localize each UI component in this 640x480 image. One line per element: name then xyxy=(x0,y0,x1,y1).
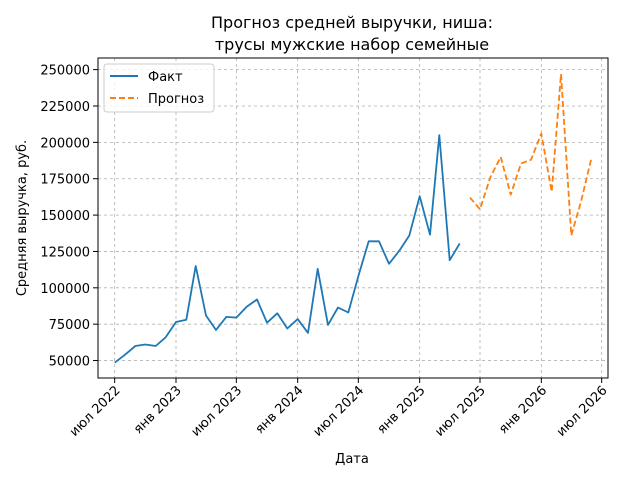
data-point xyxy=(438,134,440,136)
data-point xyxy=(449,259,451,261)
data-point xyxy=(114,362,116,364)
y-tick-label: 75000 xyxy=(49,318,90,333)
data-point xyxy=(357,275,359,277)
data-point xyxy=(570,234,572,236)
legend: Факт Прогноз xyxy=(103,63,215,113)
plot-frame xyxy=(97,57,609,379)
data-point xyxy=(317,268,319,270)
legend-label-fact: Факт xyxy=(148,70,183,85)
legend-label-forecast: Прогноз xyxy=(148,92,204,107)
chart-title-line-1: Прогноз средней выручки, ниша: xyxy=(211,13,493,32)
x-tick-label: июл 2025 xyxy=(432,383,489,440)
data-point xyxy=(530,159,532,161)
x-tick-label: янв 2024 xyxy=(253,383,307,437)
data-point xyxy=(286,328,288,330)
data-point xyxy=(144,344,146,346)
x-tick-label: июл 2023 xyxy=(189,383,246,440)
data-point xyxy=(591,156,593,158)
data-point xyxy=(429,234,431,236)
data-point xyxy=(408,234,410,236)
x-tick-label: янв 2026 xyxy=(496,383,550,437)
y-tick-label: 250000 xyxy=(40,64,90,79)
data-point xyxy=(479,208,481,210)
data-point xyxy=(580,200,582,202)
y-tick-label: 50000 xyxy=(49,355,90,370)
data-point xyxy=(225,316,227,318)
series-forecast xyxy=(469,73,593,237)
x-axis: июл 2022 янв 2023 июл 2023 янв 2024 июл 2024… xyxy=(67,378,611,440)
data-point xyxy=(124,354,126,356)
series-layer xyxy=(114,73,593,364)
chart-title-line-2: трусы мужские набор семейные xyxy=(215,35,489,54)
data-point xyxy=(510,194,512,196)
y-tick-label: 150000 xyxy=(40,209,90,224)
data-point xyxy=(297,318,299,320)
data-point xyxy=(520,162,522,164)
data-point xyxy=(307,332,309,334)
data-point xyxy=(327,324,329,326)
y-axis: 50000 75000 100000 125000 150000 175000 200000… xyxy=(40,64,98,370)
data-point xyxy=(266,322,268,324)
y-axis-label: Средняя выручка, руб. xyxy=(15,140,30,296)
data-point xyxy=(337,306,339,308)
data-point xyxy=(215,329,217,331)
data-point xyxy=(256,298,258,300)
x-tick-label: июл 2024 xyxy=(311,383,368,440)
series-line xyxy=(469,73,593,237)
data-point xyxy=(378,240,380,242)
data-point xyxy=(419,195,421,197)
data-point xyxy=(368,240,370,242)
y-tick-label: 100000 xyxy=(40,282,90,297)
data-point xyxy=(347,312,349,314)
data-point xyxy=(235,317,237,319)
y-tick-label: 175000 xyxy=(40,173,90,188)
chart-title: Прогноз средней выручки, ниша: трусы муж… xyxy=(211,13,493,54)
data-point xyxy=(459,242,461,244)
data-point xyxy=(195,265,197,267)
data-point xyxy=(398,250,400,252)
data-point xyxy=(469,197,471,199)
data-point xyxy=(551,191,553,193)
data-point xyxy=(540,133,542,135)
data-point xyxy=(155,345,157,347)
x-tick-label: июл 2022 xyxy=(67,383,124,440)
x-tick-label: янв 2023 xyxy=(131,383,185,437)
y-tick-label: 200000 xyxy=(40,136,90,151)
y-tick-label: 125000 xyxy=(40,245,90,260)
x-axis-label: Дата xyxy=(335,452,369,467)
y-tick-label: 225000 xyxy=(40,100,90,115)
data-point xyxy=(560,73,562,75)
data-point xyxy=(175,321,177,323)
x-tick-label: янв 2025 xyxy=(375,383,429,437)
data-point xyxy=(134,345,136,347)
series-fact xyxy=(114,134,461,364)
data-point xyxy=(500,156,502,158)
data-point xyxy=(489,176,491,178)
x-tick-label: июл 2026 xyxy=(554,383,611,440)
data-point xyxy=(185,319,187,321)
data-point xyxy=(246,306,248,308)
data-point xyxy=(388,263,390,265)
data-point xyxy=(205,314,207,316)
series-line xyxy=(114,134,461,364)
data-point xyxy=(276,312,278,314)
data-point xyxy=(165,336,167,338)
